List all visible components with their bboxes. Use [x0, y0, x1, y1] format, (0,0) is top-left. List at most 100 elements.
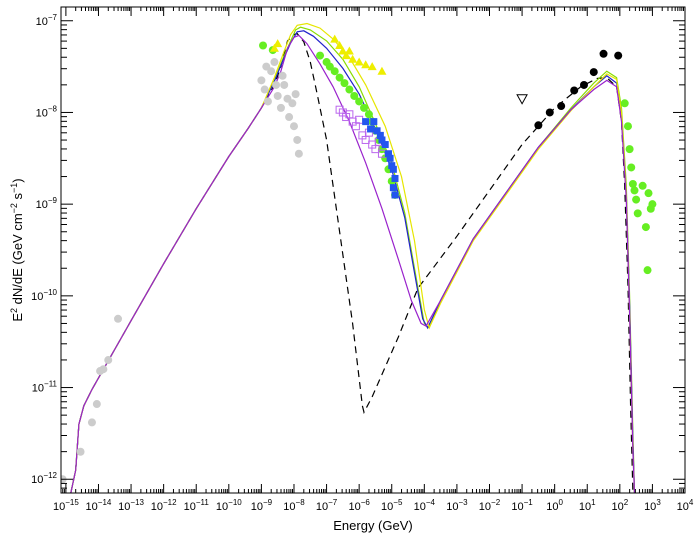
data-point [267, 67, 276, 76]
x-tick-label: 104 [677, 498, 694, 513]
data-point [534, 121, 543, 130]
x-tick-label: 100 [546, 498, 563, 513]
data-point [620, 99, 629, 108]
y-axis-title-suffix: ) [10, 178, 25, 182]
x-tick-label: 10−8 [283, 498, 305, 513]
y-axis-title-sup1: −2 [9, 203, 19, 213]
y-axis-title-main: dN/dE (GeV cm [10, 213, 25, 308]
data-point [340, 79, 349, 88]
y-axis-title: E2 dN/dE (GeV cm−2 s−1) [9, 178, 25, 321]
data-point [345, 85, 354, 94]
data-point [625, 145, 634, 154]
data-point [370, 118, 378, 126]
y-axis-title-mid: s [10, 192, 25, 203]
data-point [280, 80, 289, 89]
x-tick-label: 10−15 [53, 498, 79, 513]
data-point [335, 41, 345, 50]
data-point [381, 141, 389, 149]
data-point [289, 122, 298, 131]
data-point [627, 163, 636, 172]
x-tick-label: 10−14 [86, 498, 112, 513]
data-point [628, 179, 637, 188]
x-tick-label: 10−2 [479, 498, 501, 513]
data-point [614, 51, 623, 60]
y-tick-label: 10−10 [31, 288, 57, 303]
data-point [367, 62, 377, 71]
data-point [341, 51, 351, 60]
data-point [257, 76, 266, 85]
data-point [570, 86, 579, 95]
y-tick-label: 10−11 [32, 380, 58, 395]
data-point [632, 195, 641, 204]
axis-ticks: 10−15 10−14 10−13 10−12 10−11 10−10 10−9 10−8 10… [31, 7, 694, 513]
data-point [291, 90, 300, 99]
x-axis-title: Energy (GeV) [333, 518, 412, 533]
data-point [273, 39, 283, 48]
data-point [644, 189, 653, 198]
data-point [278, 71, 287, 80]
data-point [643, 266, 652, 275]
data-point [260, 85, 269, 94]
data-point [378, 136, 386, 144]
plot-frame [60, 6, 686, 494]
data-point [376, 131, 384, 139]
x-tick-label: 10−6 [348, 498, 370, 513]
data-point [545, 108, 554, 117]
data-point [92, 400, 101, 409]
data-point [367, 125, 375, 133]
x-tick-label: 10−10 [216, 498, 242, 513]
x-tick-label: 10−9 [251, 498, 273, 513]
y-tick-label: 10−12 [31, 471, 57, 486]
data-point [270, 58, 279, 67]
y-tick-label: 10−9 [36, 196, 58, 211]
data-point [638, 181, 647, 190]
data-point [354, 57, 364, 66]
data-points [61, 34, 657, 484]
data-point [330, 34, 340, 43]
x-tick-label: 10−13 [118, 498, 144, 513]
data-point [579, 80, 588, 89]
data-point [373, 127, 381, 135]
data-point [630, 186, 639, 195]
data-point [293, 135, 302, 144]
data-point [623, 122, 632, 131]
data-point [294, 149, 303, 158]
y-axis-title-prefix-sup: 2 [9, 308, 19, 313]
data-point [648, 200, 657, 209]
data-point [384, 150, 392, 158]
data-point [114, 314, 123, 323]
data-point [377, 66, 387, 75]
x-tick-label: 101 [579, 498, 596, 513]
x-tick-label: 10−11 [184, 498, 210, 513]
data-point [389, 184, 397, 192]
data-point [338, 46, 348, 55]
x-tick-label: 10−7 [316, 498, 338, 513]
data-point [388, 162, 396, 170]
data-point [344, 46, 354, 55]
data-point [391, 174, 399, 182]
data-point [259, 41, 268, 50]
y-tick-label: 10−7 [36, 13, 58, 28]
x-tick-label: 10−3 [446, 498, 468, 513]
data-point [355, 97, 364, 106]
data-point [557, 102, 566, 111]
x-tick-label: 102 [611, 498, 628, 513]
data-point [288, 99, 297, 108]
data-point [285, 113, 294, 122]
data-point [362, 118, 370, 126]
data-point [589, 68, 598, 77]
data-point [348, 54, 358, 63]
data-point [273, 91, 282, 100]
y-axis-title-sup2: −1 [9, 183, 19, 193]
data-point [316, 51, 325, 60]
data-point [361, 60, 371, 69]
x-tick-label: 103 [644, 498, 661, 513]
data-point [350, 91, 359, 100]
x-tick-label: 10−12 [151, 498, 177, 513]
data-point [276, 103, 285, 112]
data-point [330, 67, 339, 76]
data-point [364, 110, 373, 119]
model-curves [70, 22, 636, 493]
x-tick-label: 10−1 [511, 498, 533, 513]
